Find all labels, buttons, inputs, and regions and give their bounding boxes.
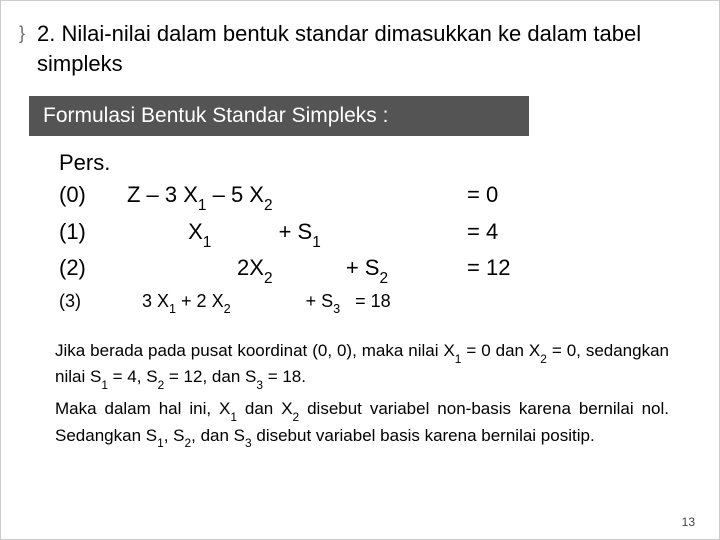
title-row: } 2. Nilai-nilai dalam bentuk standar di… [19, 19, 689, 78]
equation-result: = 12 [467, 251, 510, 284]
bullet-icon: } [19, 23, 25, 44]
equation-expression: X1 + S1 [127, 215, 467, 252]
equation-result: = 0 [467, 178, 498, 211]
body-paragraph: Jika berada pada pusat koordinat (0, 0),… [55, 339, 669, 391]
equation-row: (2) 2X2 + S2= 12 [59, 251, 689, 288]
equation-result: = 4 [467, 215, 498, 248]
equation-row: (3) 3 X1 + 2 X2 + S3 = 18 [59, 288, 689, 317]
equation-expression: 3 X1 + 2 X2 + S3 = 18 [127, 288, 467, 317]
equation-expression: Z – 3 X1 – 5 X2 [127, 178, 467, 215]
body-paragraph: Maka dalam hal ini, X1 dan X2 disebut va… [55, 397, 669, 449]
equation-number: (0) [59, 178, 127, 211]
section-heading: Formulasi Bentuk Standar Simpleks : [29, 96, 529, 136]
paragraphs-block: Jika berada pada pusat koordinat (0, 0),… [19, 339, 689, 449]
slide-title: 2. Nilai-nilai dalam bentuk standar dima… [37, 19, 689, 78]
equations-block: Pers. (0)Z – 3 X1 – 5 X2= 0(1) X1 + S1= … [59, 150, 689, 317]
page-number: 13 [682, 515, 695, 529]
equation-number: (3) [59, 288, 127, 315]
equation-row: (1) X1 + S1= 4 [59, 215, 689, 252]
equation-row: (0)Z – 3 X1 – 5 X2= 0 [59, 178, 689, 215]
equations-header: Pers. [59, 150, 689, 176]
equation-number: (2) [59, 251, 127, 284]
slide-container: } 2. Nilai-nilai dalam bentuk standar di… [1, 1, 719, 539]
equation-expression: 2X2 + S2 [127, 251, 467, 288]
equation-number: (1) [59, 215, 127, 248]
